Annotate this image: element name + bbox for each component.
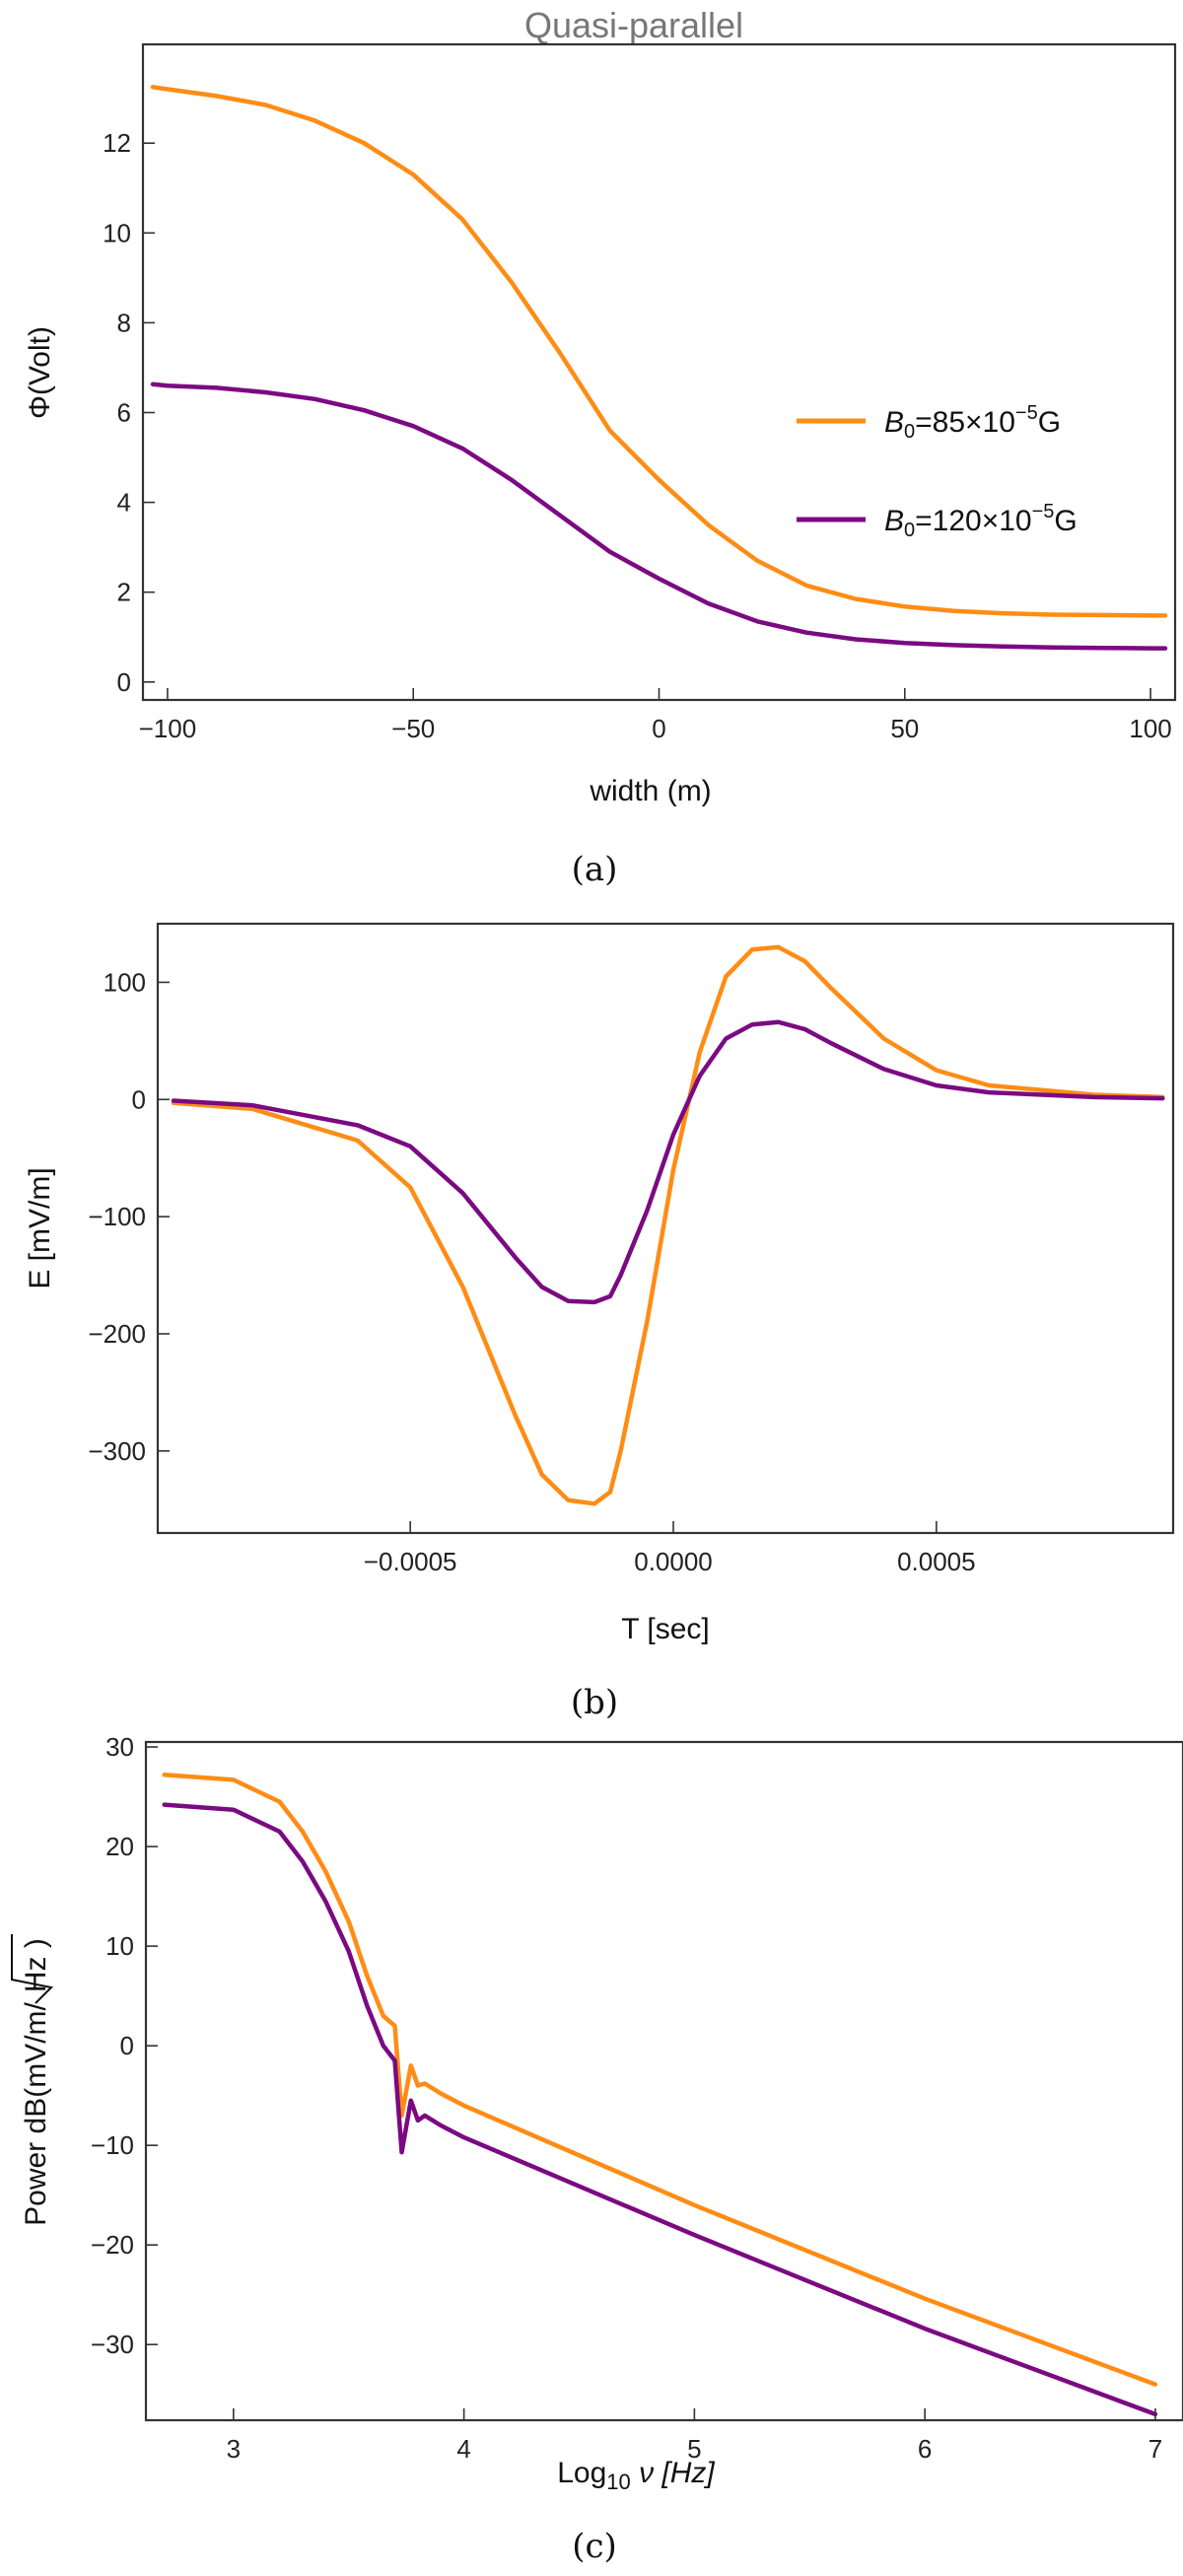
y-tick-label: −100	[88, 1202, 146, 1231]
chart-title: Quasi-parallel	[524, 5, 743, 45]
axis-layer: −0.0005 0.0000 0.0005 −300 −200 −100 0 100	[88, 967, 975, 1576]
y-axis-label: Power dB(mV/m/Hz )	[11, 1934, 54, 2226]
x-tick-label: −0.0005	[364, 1547, 457, 1576]
x-tick-label: 7	[1148, 2434, 1162, 2464]
legend: B0=85×10−5G B0=120×10−5G	[797, 402, 1078, 541]
y-tick-label: 8	[117, 308, 131, 337]
legend-label-purple: B0=120×10−5G	[884, 501, 1078, 541]
x-tick-label: 3	[227, 2434, 241, 2464]
x-tick-label: 6	[918, 2434, 932, 2464]
y-tick-label: 10	[105, 1931, 134, 1961]
x-tick-label: 5	[687, 2434, 701, 2464]
series-line-purple	[150, 382, 1168, 651]
x-tick-label: 50	[890, 714, 919, 743]
y-tick-label: 12	[103, 128, 131, 158]
plot-frame	[144, 1740, 1183, 2422]
x-axis-label: Log10 ν [Hz]	[557, 2457, 715, 2494]
series-line-orange	[171, 944, 1165, 1506]
series-line-purple	[162, 1802, 1158, 2417]
y-tick-label: 0	[132, 1084, 146, 1114]
x-axis-label: T [sec]	[621, 1613, 709, 1645]
y-tick-label: 0	[120, 2031, 134, 2060]
series-line-purple	[171, 1019, 1165, 1305]
series-layer	[162, 1773, 1158, 2417]
x-tick-label: 4	[456, 2434, 470, 2464]
radical-sign	[11, 1934, 54, 2004]
y-axis-label: Φ(Volt)	[24, 326, 56, 419]
x-axis-label: width (m)	[589, 775, 711, 807]
panel-c: 3 4 5 6 7 −30 −20 −10 0 10 20 30 Log10 ν [Hz] Power…	[11, 1732, 1183, 2566]
x-tick-label: −100	[139, 714, 197, 743]
axis-layer: −100 −50 0 50 100 0 2 4 6 8 10 12	[103, 128, 1172, 743]
x-tick-label: 0	[652, 714, 665, 743]
axis-layer: 3 4 5 6 7 −30 −20 −10 0 10 20 30	[91, 1732, 1162, 2464]
y-tick-label: 20	[105, 1832, 134, 1861]
y-tick-label: −300	[88, 1436, 146, 1466]
y-tick-label: 6	[117, 397, 131, 427]
x-tick-label: −50	[391, 714, 435, 743]
series-layer	[150, 85, 1168, 651]
series-line-orange	[150, 85, 1168, 618]
panel-a: Quasi-parallel −100 −50 0 50 100 0 2 4 6 8 10 12 wi…	[24, 5, 1177, 889]
x-tick-label: 0.0000	[634, 1547, 713, 1576]
y-tick-label: −30	[91, 2330, 134, 2359]
y-tick-label: 100	[104, 967, 146, 997]
panel-b: −0.0005 0.0000 0.0005 −300 −200 −100 0 100 T [s…	[24, 922, 1175, 1722]
y-tick-label: 10	[103, 218, 131, 247]
x-tick-label: 0.0005	[897, 1547, 976, 1576]
series-layer	[171, 944, 1165, 1506]
y-tick-label: −20	[91, 2230, 134, 2260]
y-tick-label: −10	[91, 2130, 134, 2160]
x-tick-label: 100	[1129, 714, 1171, 743]
caption-b: (b)	[571, 1683, 618, 1722]
y-axis-label: E [mV/m]	[24, 1167, 56, 1288]
y-tick-label: 30	[105, 1732, 134, 1762]
plot-frame	[156, 922, 1175, 1535]
legend-label-orange: B0=85×10−5G	[884, 402, 1061, 443]
y-tick-label: 4	[117, 488, 131, 518]
y-tick-label: 0	[117, 667, 131, 697]
series-line-orange	[162, 1773, 1158, 2387]
caption-c: (c)	[572, 2527, 617, 2566]
y-tick-label: −200	[88, 1319, 146, 1349]
y-tick-label: 2	[117, 578, 131, 607]
caption-a: (a)	[572, 850, 618, 889]
plot-frame	[141, 42, 1177, 702]
svg-text:Power dB(mV/m/Hz ): Power dB(mV/m/Hz )	[20, 1938, 52, 2226]
